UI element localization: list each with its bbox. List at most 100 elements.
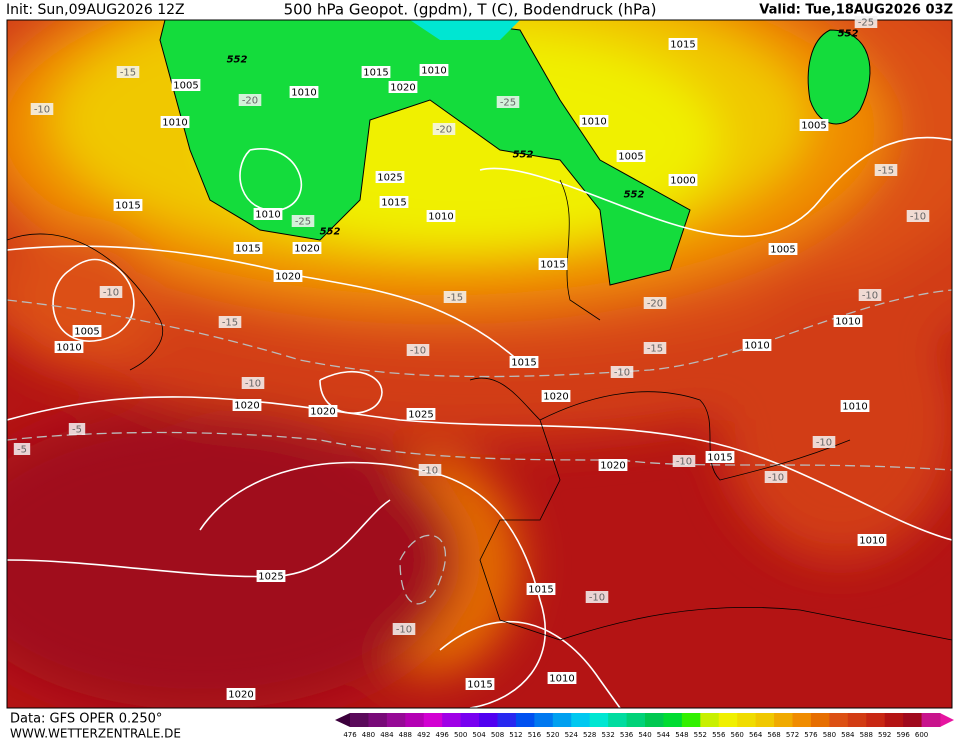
label-box — [289, 86, 319, 98]
label-box — [906, 210, 930, 222]
label-box — [854, 16, 878, 28]
isobar-label: 1005 — [801, 121, 826, 132]
isotherm-label: -10 — [422, 466, 438, 477]
colorbar-swatch — [534, 713, 554, 727]
isotherm-label: -15 — [878, 166, 894, 177]
isotherm-label: -20 — [436, 125, 452, 136]
label-box — [799, 119, 829, 131]
isobar-label: 1015 — [381, 198, 406, 209]
label-box — [874, 164, 898, 176]
colorbar-label: 580 — [823, 731, 836, 739]
isobar-label: 1005 — [770, 245, 795, 256]
colorbar-label: 572 — [786, 731, 799, 739]
data-source: Data: GFS OPER 0.250° — [10, 712, 162, 727]
colorbar-swatch — [645, 713, 664, 727]
isotherm-label: -25 — [858, 18, 874, 29]
label-box — [116, 66, 140, 78]
label-box — [232, 399, 262, 411]
label-box — [547, 672, 577, 684]
map-area — [7, 20, 952, 708]
map-shape — [399, 534, 447, 605]
colorbar-swatch — [866, 713, 886, 727]
isotherm-label: -10 — [862, 291, 878, 302]
colorbar-swatch — [589, 713, 609, 727]
colorbar-swatch — [829, 713, 849, 727]
isobar-label: 1020 — [390, 83, 415, 94]
colorbar-swatch — [368, 713, 388, 727]
map-shape — [559, 606, 952, 641]
label-box — [233, 242, 263, 254]
colorbar-swatch — [552, 713, 572, 727]
geopotential-label: 552 — [513, 150, 534, 161]
colorbar-swatch — [884, 713, 904, 727]
label-box — [375, 171, 405, 183]
label-box — [30, 103, 54, 115]
colorbar-label: 520 — [546, 731, 559, 739]
isobar-label: 1020 — [294, 244, 319, 255]
isobar-label: 1005 — [173, 81, 198, 92]
label-box — [541, 390, 571, 402]
colorbar-swatch — [921, 713, 941, 727]
isobar-label: 1010 — [162, 118, 187, 129]
colorbar-swatch — [442, 713, 462, 727]
colorbar-arrow-right — [940, 713, 954, 727]
colorbar-label: 488 — [399, 731, 412, 739]
isobar-label: 1020 — [228, 690, 253, 701]
colorbar-label: 600 — [915, 731, 928, 739]
label-box — [426, 210, 456, 222]
label-box — [858, 289, 882, 301]
colorbar-label: 492 — [417, 731, 430, 739]
colorbar-swatch — [626, 713, 646, 727]
label-box — [13, 443, 31, 455]
isotherm-label: -15 — [222, 318, 238, 329]
label-box — [705, 451, 735, 463]
isotherm-label: -10 — [816, 438, 832, 449]
isobar-label: 1010 — [255, 210, 280, 221]
label-box — [643, 297, 667, 309]
isobar-label: 1015 — [363, 68, 388, 79]
map-shape — [7, 396, 952, 541]
isotherm-label: -5 — [72, 425, 82, 436]
isobar-label: 1015 — [670, 40, 695, 51]
label-box — [379, 196, 409, 208]
isobar-label: 1025 — [377, 173, 402, 184]
label-box — [113, 199, 143, 211]
label-box — [392, 623, 416, 635]
isobar-label: 1025 — [258, 572, 283, 583]
colorbar-label: 512 — [509, 731, 522, 739]
colorbar-label: 508 — [491, 731, 504, 739]
colorbar-label: 496 — [436, 731, 450, 739]
isobar-label: 1015 — [540, 260, 565, 271]
colorbar-swatch — [737, 713, 757, 727]
label-box — [68, 423, 86, 435]
label-box — [812, 436, 836, 448]
colorbar-label: 536 — [620, 731, 634, 739]
label-box — [419, 64, 449, 76]
label-box — [768, 243, 798, 255]
colorbar-swatch — [663, 713, 683, 727]
isobar-label: 1010 — [835, 317, 860, 328]
isotherm-label: -20 — [242, 96, 258, 107]
label-box — [443, 291, 467, 303]
isotherm-label: -10 — [589, 593, 605, 604]
map-shape — [469, 377, 561, 641]
label-box — [509, 356, 539, 368]
colorbar-label: 552 — [694, 731, 707, 739]
map-shape — [559, 179, 601, 321]
colorbar-swatch — [497, 713, 517, 727]
isobar-label: 1010 — [56, 343, 81, 354]
colorbar-label: 476 — [343, 731, 357, 739]
label-box — [598, 459, 628, 471]
coastlines — [7, 179, 952, 641]
colorbar-swatch — [515, 713, 535, 727]
colorbar-swatch — [718, 713, 738, 727]
isotherm-label: -15 — [647, 344, 663, 355]
isobar-label: 1010 — [581, 117, 606, 128]
isobar-label: 1000 — [670, 176, 695, 187]
cyan-region — [410, 20, 520, 40]
colorbar-label: 480 — [362, 731, 375, 739]
colorbar-arrow-left — [335, 713, 350, 727]
colorbar-label: 548 — [675, 731, 688, 739]
